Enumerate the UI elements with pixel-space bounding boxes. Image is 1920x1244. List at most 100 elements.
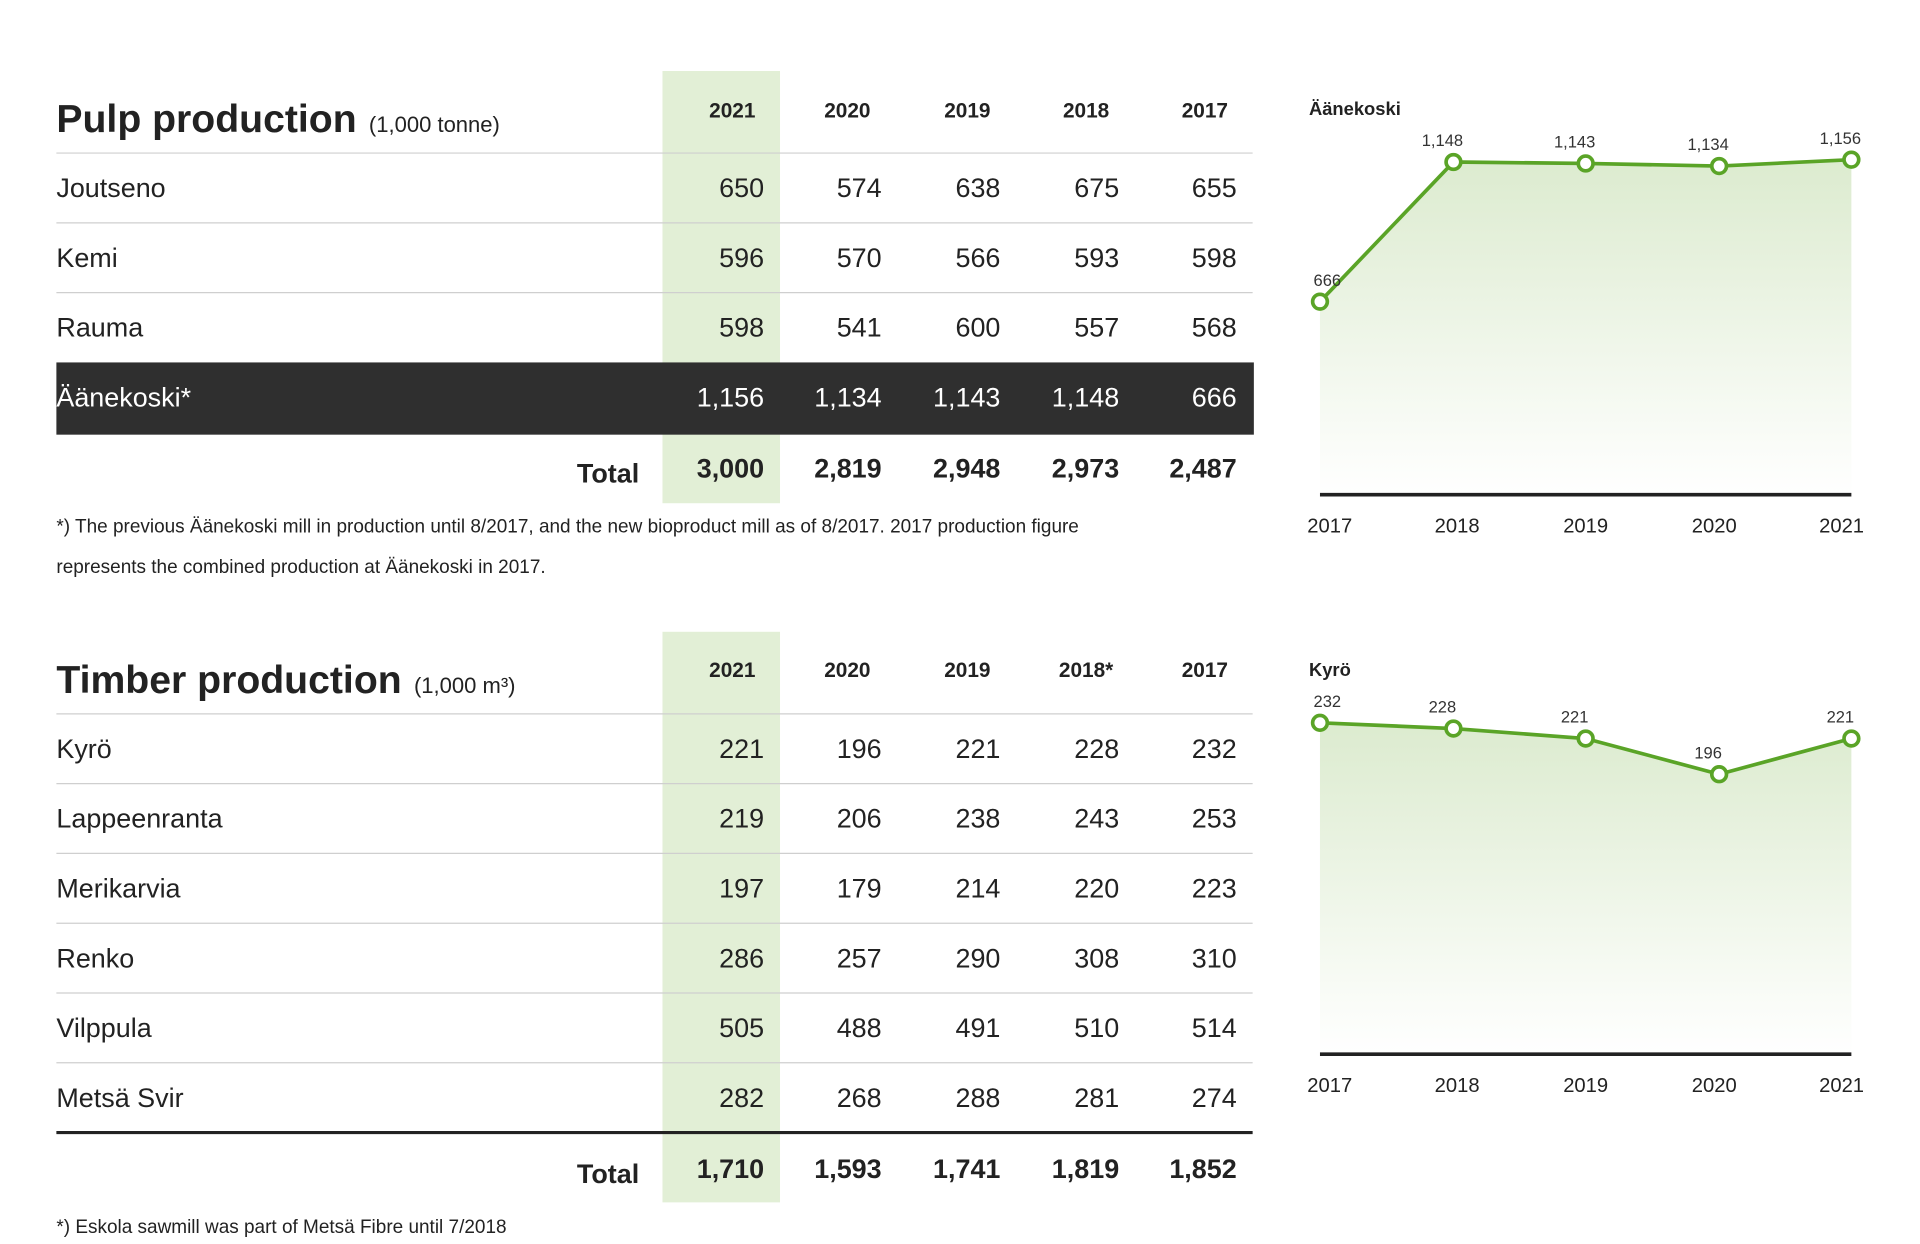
total-cell: 2,973 xyxy=(1052,454,1119,484)
point xyxy=(1444,152,1463,172)
unit-text: (1,000 m³) xyxy=(414,673,516,698)
point xyxy=(1444,719,1463,738)
cell: 491 xyxy=(955,1013,1000,1043)
line-chart: Kyrö 232 2017 228 2018 221 2019 196 2020 221 2021 xyxy=(1307,659,1864,1097)
cell: 1,134 xyxy=(814,383,881,413)
cell: 268 xyxy=(837,1083,882,1113)
row-label: Äänekoski* xyxy=(56,383,191,413)
cell: 228 xyxy=(1074,734,1119,764)
total-cell: 2,948 xyxy=(933,454,1000,484)
row-label: Vilppula xyxy=(56,1013,151,1043)
footnote: *) The previous Äänekoski mill in produc… xyxy=(56,517,1078,538)
point xyxy=(1576,729,1595,748)
cell: 288 xyxy=(955,1083,1000,1113)
column-header: 2019 xyxy=(944,659,990,682)
cell: 638 xyxy=(955,173,1000,203)
cell: 1,148 xyxy=(1052,383,1119,413)
area xyxy=(1319,722,1852,1055)
cell: 600 xyxy=(955,313,1000,343)
cell: 223 xyxy=(1192,873,1237,903)
data-label: 1,134 xyxy=(1687,135,1728,154)
column-header: 2021 xyxy=(709,100,755,123)
row-label: Kemi xyxy=(56,243,117,273)
cell: 566 xyxy=(955,243,1000,273)
total-label: Total xyxy=(577,458,639,488)
chart-title: Kyrö xyxy=(1309,659,1351,680)
cell: 568 xyxy=(1192,313,1237,343)
cell: 290 xyxy=(955,943,1000,973)
footnote: represents the combined production at Ää… xyxy=(56,557,545,578)
point xyxy=(1709,156,1729,176)
cell: 596 xyxy=(719,243,764,273)
title-text: Pulp production xyxy=(56,98,356,141)
cell: 598 xyxy=(719,313,764,343)
cell: 214 xyxy=(955,873,1000,903)
cell: 221 xyxy=(719,734,764,764)
column-header: 2020 xyxy=(824,100,870,123)
cell: 206 xyxy=(837,804,882,834)
current-year-band xyxy=(662,631,781,1203)
table-section: Timber production (1,000 m³) 2021 2020 2019 2… xyxy=(56,631,1253,1238)
cell: 197 xyxy=(719,873,764,903)
current-year-band xyxy=(662,71,781,504)
cell: 196 xyxy=(837,734,882,764)
row-label: Rauma xyxy=(56,313,143,343)
x-tick-label: 2020 xyxy=(1692,516,1737,538)
total-cell: 3,000 xyxy=(697,454,764,484)
total-cell: 2,487 xyxy=(1169,454,1236,484)
total-cell: 1,852 xyxy=(1169,1154,1236,1184)
title-text: Timber production xyxy=(56,659,401,702)
row-label: Merikarvia xyxy=(56,873,180,903)
total-cell: 1,819 xyxy=(1052,1154,1119,1184)
cell: 650 xyxy=(719,173,764,203)
point xyxy=(1310,292,1330,311)
total-label: Total xyxy=(577,1159,639,1189)
unit-text: (1,000 tonne) xyxy=(369,112,500,137)
row-label: Renko xyxy=(56,943,134,973)
data-label: 221 xyxy=(1561,708,1589,727)
data-label: 1,156 xyxy=(1820,129,1861,148)
table-title: Timber production (1,000 m³) xyxy=(56,659,515,702)
data-label: 666 xyxy=(1314,271,1342,290)
cell: 220 xyxy=(1074,873,1119,903)
cell: 221 xyxy=(955,734,1000,764)
cell: 232 xyxy=(1192,734,1237,764)
data-label: 1,148 xyxy=(1422,131,1463,150)
total-cell: 2,819 xyxy=(814,454,881,484)
cell: 1,143 xyxy=(933,383,1000,413)
row-label: Joutseno xyxy=(56,173,165,203)
row-label: Lappeenranta xyxy=(56,804,222,834)
data-label: 221 xyxy=(1827,708,1855,727)
area xyxy=(1319,159,1852,495)
cell: 274 xyxy=(1192,1083,1237,1113)
x-tick-label: 2019 xyxy=(1563,1075,1608,1097)
x-tick-label: 2021 xyxy=(1819,516,1864,538)
cell: 308 xyxy=(1074,943,1119,973)
cell: 286 xyxy=(719,943,764,973)
total-cell: 1,710 xyxy=(697,1154,764,1184)
point xyxy=(1576,154,1595,173)
column-header: 2018 xyxy=(1063,100,1109,123)
table-title: Pulp production (1,000 tonne) xyxy=(56,98,499,141)
column-header: 2018* xyxy=(1059,659,1114,682)
column-header: 2019 xyxy=(944,100,990,123)
chart-title: Äänekoski xyxy=(1309,98,1401,119)
cell: 574 xyxy=(837,173,882,203)
cell: 238 xyxy=(955,804,1000,834)
cell: 505 xyxy=(719,1013,764,1043)
cell: 281 xyxy=(1074,1083,1119,1113)
point xyxy=(1842,150,1861,169)
x-tick-label: 2018 xyxy=(1435,1075,1480,1097)
total-cell: 1,593 xyxy=(814,1154,881,1184)
point xyxy=(1842,729,1861,748)
cell: 310 xyxy=(1192,943,1237,973)
data-label: 228 xyxy=(1429,698,1457,717)
cell: 666 xyxy=(1192,383,1237,413)
x-tick-label: 2019 xyxy=(1563,516,1608,538)
x-tick-label: 2018 xyxy=(1435,516,1480,538)
cell: 253 xyxy=(1192,804,1237,834)
cell: 541 xyxy=(837,313,882,343)
data-label: 196 xyxy=(1694,743,1722,762)
